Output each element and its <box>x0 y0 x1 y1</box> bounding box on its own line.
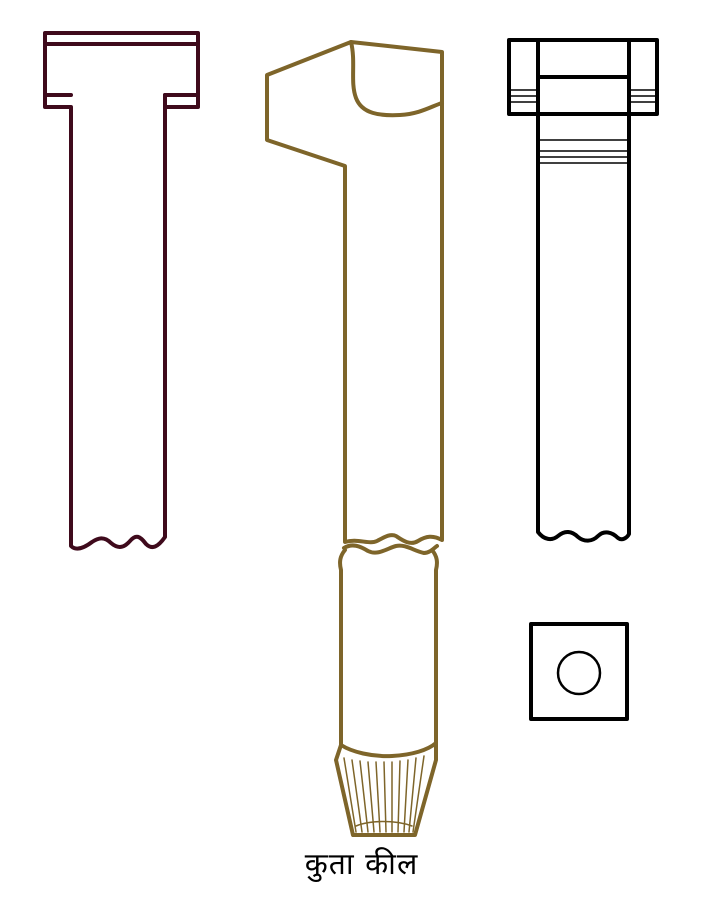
side-view-break-upper <box>342 543 439 555</box>
front-view-outline <box>43 31 200 551</box>
side-view-spike <box>265 40 444 837</box>
side-view-point-facets <box>343 755 425 833</box>
front-view-spike <box>43 31 200 551</box>
cross-section-circle <box>556 650 602 696</box>
rear-view-shank <box>536 112 631 543</box>
spike-caption: कुता कील <box>304 847 419 882</box>
cross-section-square <box>529 622 629 721</box>
side-view-head-shank <box>265 40 444 545</box>
side-view-lower-shank <box>338 548 439 759</box>
rear-view-spike <box>507 38 659 543</box>
cross-section <box>529 622 629 721</box>
side-view-head-curve <box>349 40 444 118</box>
rear-view-ridges <box>508 89 658 164</box>
rear-view-head <box>507 38 659 116</box>
side-view-point <box>334 741 438 837</box>
